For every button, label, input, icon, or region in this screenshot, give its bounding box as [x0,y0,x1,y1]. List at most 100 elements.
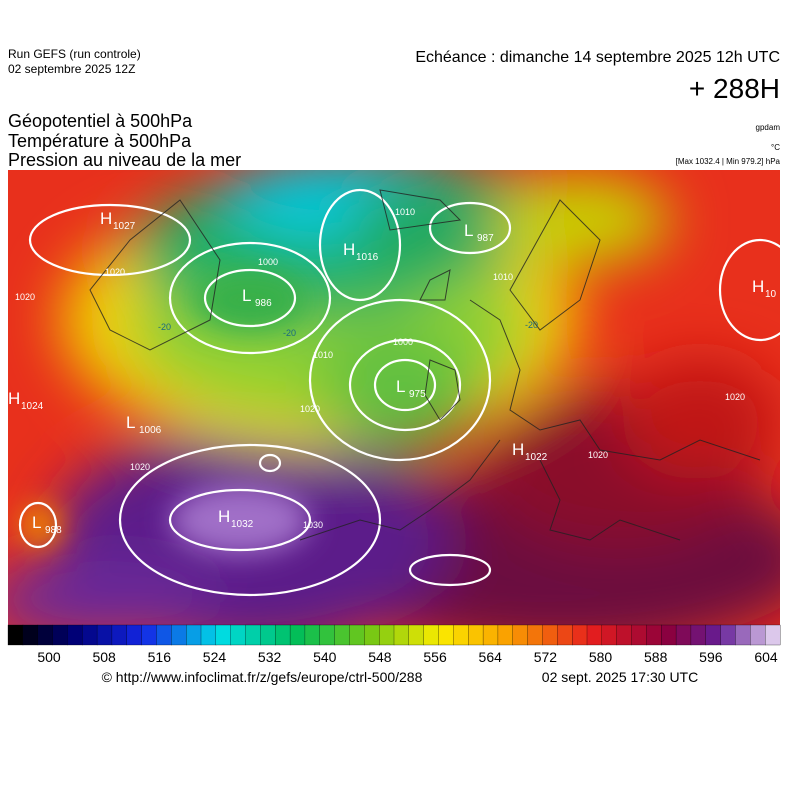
pressure-center-letter: H [100,209,112,228]
contour-label: 1010 [313,350,333,360]
colorbar-tick-label: 572 [534,649,558,665]
colorbar: 500 508 516 524 532 540 548 556 564 572 580 588 596 6… [7,624,781,665]
contour-label: 1000 [393,337,413,347]
colorbar-swatch [542,624,558,646]
colorbar-tick-label: 524 [203,649,227,665]
pressure-center-value: 986 [255,298,272,309]
colorbar-swatch [572,624,588,646]
colorbar-swatch [141,624,157,646]
colorbar-tick-label: 500 [37,649,61,665]
colorbar-swatch [705,624,722,646]
pressure-center-letter: H [752,277,764,296]
contour-label: 1010 [493,272,513,282]
colorbar-swatch [82,624,98,646]
colorbar-swatch [690,624,707,646]
colorbar-tick-label: 596 [699,649,723,665]
colorbar-swatch [349,624,365,646]
pressure-center-value: 1024 [21,401,44,412]
colorbar-swatch [408,624,425,646]
contour-label: -20 [283,328,296,338]
colorbar-tick-label: 548 [368,649,392,665]
colorbar-swatch [482,624,499,646]
colorbar-swatch [468,624,484,646]
pressure-center-letter: L [464,221,473,240]
colorbar-swatch [379,624,395,646]
colorbar-swatch [557,624,573,646]
pressure-center-value: 10 [765,289,777,300]
colorbar-swatch [735,624,751,646]
colorbar-swatch [423,624,439,646]
colorbar-swatch [215,624,232,646]
run-date: 02 septembre 2025 12Z [8,62,135,76]
contour-label: 1020 [130,462,150,472]
field-name: Géopotentiel à 500hPa [8,111,193,131]
colorbar-swatch [186,624,202,646]
colorbar-swatch [586,624,603,646]
colorbar-swatch [304,624,321,646]
colorbar-swatch [230,624,246,646]
pressure-center-letter: L [32,513,41,532]
pressure-center-letter: H [512,440,524,459]
colorbar-tick-label: 604 [754,649,778,665]
pressure-center-letter: H [8,389,20,408]
generated-time: 02 sept. 2025 17:30 UTC [542,669,698,685]
colorbar-swatch [156,624,172,646]
pressure-center-letter: L [396,377,405,396]
colorbar-swatch [7,624,24,646]
contour-label: 1020 [588,450,608,460]
map [8,170,780,625]
contour-label: 1020 [105,267,125,277]
colorbar-swatch [527,624,543,646]
colorbar-swatch [111,624,128,646]
pressure-center-value: 1006 [139,425,162,436]
pressure-center-value: 1032 [231,519,254,530]
colorbar-swatch [126,624,143,646]
unit: [Max 1032.4 | Min 979.2] hPa [676,157,781,166]
colorbar-swatch [245,624,261,646]
colorbar-swatch [497,624,514,646]
colorbar-swatch [289,624,306,646]
colorbar-swatch [601,624,618,646]
contour-label: 1010 [395,207,415,217]
colorbar-swatch [646,624,662,646]
colorbar-tick-label: 588 [644,649,668,665]
colorbar-swatch [37,624,53,646]
colorbar-swatch [393,624,410,646]
colorbar-tick-label: 564 [479,649,503,665]
colorbar-tick-label: 516 [148,649,172,665]
colorbar-swatch [512,624,529,646]
run-name: Run GEFS (run controle) [8,47,141,61]
colorbar-swatch [171,624,187,646]
pressure-center-value: 1016 [356,252,379,263]
pressure-center-value: 1022 [525,452,548,463]
colorbar-swatch [750,624,766,646]
field-name: Pression au niveau de la mer [8,150,241,170]
colorbar-swatch [675,624,692,646]
colorbar-tick-label: 508 [92,649,116,665]
contour-label: 1000 [258,257,278,267]
pressure-center-value: 988 [45,525,62,536]
pressure-center-letter: L [126,413,135,432]
colorbar-swatch [96,624,113,646]
contour-label: 1020 [725,392,745,402]
colorbar-swatch [319,624,336,646]
contour-label: 1020 [300,404,320,414]
colorbar-swatch [52,624,68,646]
colorbar-swatch [260,624,276,646]
colorbar-tick-label: 580 [589,649,613,665]
colorbar-swatch [438,624,454,646]
field-name: Température à 500hPa [8,131,192,151]
pressure-center-letter: H [218,507,230,526]
valid-time: Echéance : dimanche 14 septembre 2025 12… [415,49,780,66]
pressure-center-value: 1027 [113,221,136,232]
colorbar-swatch [720,624,736,646]
pressure-center-value: 987 [477,233,494,244]
colorbar-swatch [67,624,83,646]
pressure-center-value: 975 [409,389,426,400]
colorbar-swatch [275,624,291,646]
contour-label: 1020 [15,292,35,302]
pressure-center-letter: H [343,240,355,259]
colorbar-swatch [661,624,677,646]
contour-label: -20 [158,322,171,332]
